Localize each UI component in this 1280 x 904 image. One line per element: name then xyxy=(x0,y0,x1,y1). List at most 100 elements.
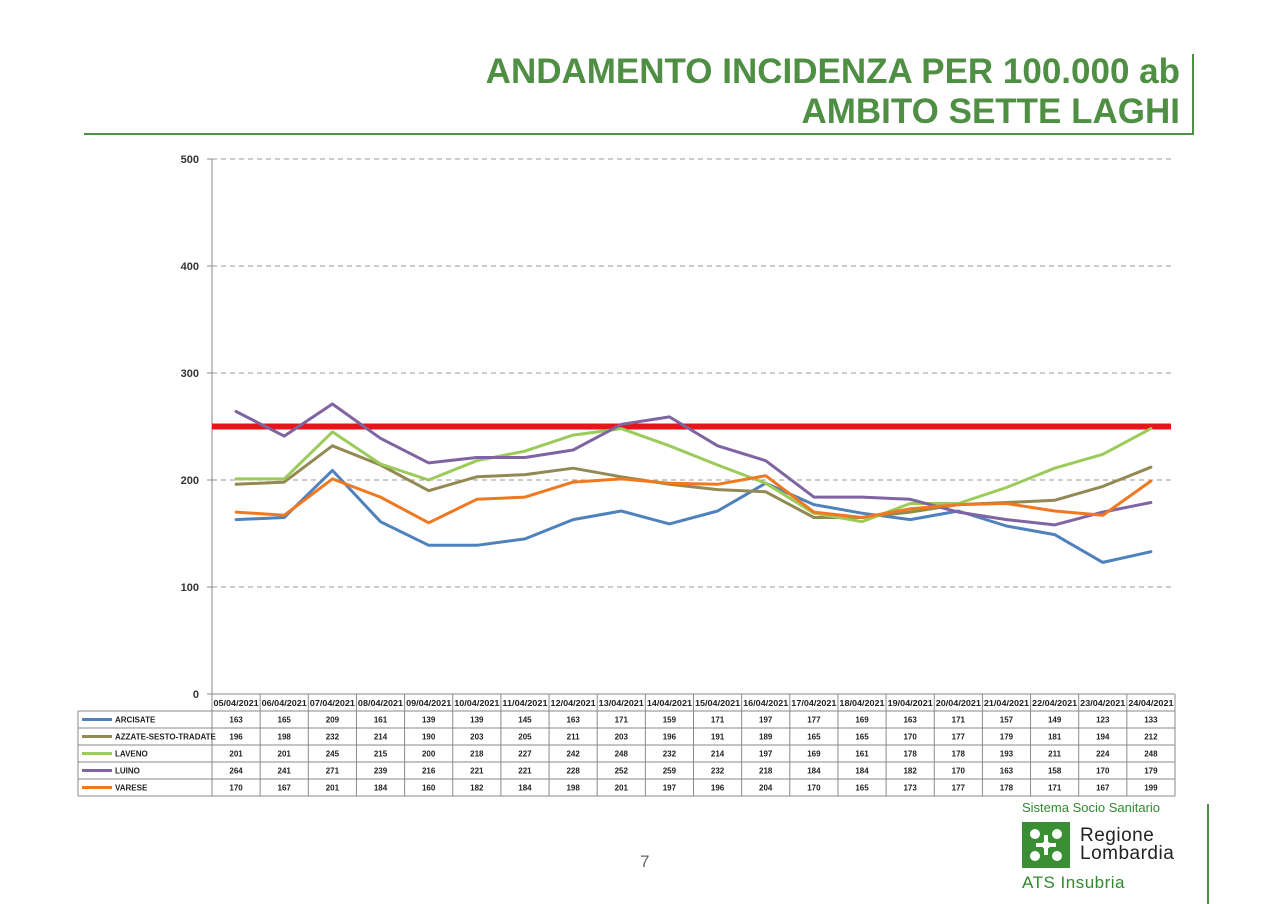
data-value-label: 198 xyxy=(566,784,580,793)
data-value-label: 196 xyxy=(711,784,725,793)
y-tick-label: 0 xyxy=(193,689,199,701)
x-category-label: 12/04/2021 xyxy=(551,699,597,708)
title-line-1: ANDAMENTO INCIDENZA PER 100.000 ab xyxy=(485,52,1180,91)
data-value-label: 165 xyxy=(855,784,869,793)
data-value-label: 171 xyxy=(1048,784,1062,793)
data-value-label: 218 xyxy=(759,767,773,776)
data-value-label: 214 xyxy=(374,733,388,742)
data-value-label: 232 xyxy=(711,767,725,776)
data-value-label: 161 xyxy=(374,716,388,725)
data-value-label: 171 xyxy=(615,716,629,725)
data-value-label: 149 xyxy=(1048,716,1062,725)
x-category-label: 10/04/2021 xyxy=(454,699,500,708)
data-value-label: 167 xyxy=(278,784,292,793)
legend-label: LUINO xyxy=(115,767,140,776)
data-value-label: 248 xyxy=(615,750,629,759)
x-category-label: 09/04/2021 xyxy=(406,699,452,708)
data-value-label: 205 xyxy=(518,733,532,742)
data-value-label: 173 xyxy=(903,784,917,793)
y-tick-label: 500 xyxy=(181,154,199,166)
data-value-label: 159 xyxy=(663,716,677,725)
data-value-label: 196 xyxy=(663,733,677,742)
x-category-label: 05/04/2021 xyxy=(214,699,260,708)
data-value-label: 201 xyxy=(326,784,340,793)
data-value-label: 212 xyxy=(1144,733,1158,742)
data-value-label: 190 xyxy=(422,733,436,742)
data-value-label: 245 xyxy=(326,750,340,759)
data-value-label: 198 xyxy=(278,733,292,742)
data-value-label: 182 xyxy=(470,784,484,793)
data-value-label: 178 xyxy=(952,750,966,759)
data-value-label: 201 xyxy=(229,750,243,759)
data-value-label: 197 xyxy=(759,716,773,725)
data-value-label: 259 xyxy=(663,767,677,776)
series-line-luino xyxy=(234,402,1153,527)
data-value-label: 169 xyxy=(807,750,821,759)
data-value-label: 184 xyxy=(518,784,532,793)
data-value-label: 214 xyxy=(711,750,725,759)
data-value-label: 211 xyxy=(567,733,580,742)
data-value-label: 139 xyxy=(422,716,436,725)
logo-accent-bar xyxy=(1207,804,1209,904)
data-value-label: 242 xyxy=(566,750,580,759)
x-category-label: 17/04/2021 xyxy=(791,699,837,708)
x-category-label: 19/04/2021 xyxy=(888,699,934,708)
data-value-label: 191 xyxy=(711,733,725,742)
data-value-label: 194 xyxy=(1096,733,1110,742)
data-value-label: 178 xyxy=(1000,784,1014,793)
x-category-label: 06/04/2021 xyxy=(262,699,308,708)
data-value-label: 169 xyxy=(855,716,869,725)
series-line-varese xyxy=(234,474,1153,525)
data-value-label: 163 xyxy=(1000,767,1014,776)
x-category-label: 14/04/2021 xyxy=(647,699,693,708)
data-value-label: 177 xyxy=(952,784,966,793)
data-value-label: 158 xyxy=(1048,767,1062,776)
data-value-label: 179 xyxy=(1000,733,1014,742)
data-value-label: 239 xyxy=(374,767,388,776)
data-value-label: 161 xyxy=(855,750,869,759)
series-line-arcisate xyxy=(234,468,1153,564)
regione-lombardia-logo: Sistema Socio Sanitario Regione Lombardi… xyxy=(1012,800,1202,900)
data-value-label: 181 xyxy=(1048,733,1062,742)
data-value-label: 189 xyxy=(759,733,773,742)
data-value-label: 264 xyxy=(229,767,243,776)
logo-name-line-1: Regione xyxy=(1080,825,1155,846)
data-value-label: 196 xyxy=(229,733,243,742)
data-value-label: 184 xyxy=(855,767,869,776)
x-category-label: 13/04/2021 xyxy=(599,699,645,708)
title-accent-bar xyxy=(1192,54,1194,134)
data-value-label: 170 xyxy=(807,784,821,793)
data-value-label: 163 xyxy=(229,716,243,725)
legend-label: ARCISATE xyxy=(115,716,156,725)
x-category-label: 16/04/2021 xyxy=(743,699,789,708)
data-value-label: 216 xyxy=(422,767,436,776)
legend-label: LAVENO xyxy=(115,750,148,759)
data-value-label: 165 xyxy=(807,733,821,742)
x-category-label: 23/04/2021 xyxy=(1080,699,1126,708)
data-value-label: 232 xyxy=(326,733,340,742)
data-value-label: 184 xyxy=(374,784,388,793)
x-category-label: 20/04/2021 xyxy=(936,699,982,708)
lombardia-rose-icon xyxy=(1022,822,1070,868)
data-value-label: 197 xyxy=(663,784,677,793)
data-value-label: 165 xyxy=(855,733,869,742)
page-number: 7 xyxy=(640,852,650,871)
data-value-label: 271 xyxy=(326,767,340,776)
data-value-label: 170 xyxy=(952,767,966,776)
data-value-label: 201 xyxy=(278,750,292,759)
data-value-label: 163 xyxy=(566,716,580,725)
x-category-label: 15/04/2021 xyxy=(695,699,741,708)
data-value-label: 170 xyxy=(229,784,243,793)
data-value-label: 177 xyxy=(952,733,966,742)
y-tick-label: 200 xyxy=(181,475,199,487)
data-value-label: 160 xyxy=(422,784,436,793)
data-value-label: 133 xyxy=(1144,716,1158,725)
data-value-label: 203 xyxy=(470,733,484,742)
logo-bottom-text: ATS Insubria xyxy=(1022,873,1126,892)
data-value-label: 227 xyxy=(518,750,532,759)
data-value-label: 203 xyxy=(615,733,629,742)
x-category-label: 11/04/2021 xyxy=(502,699,548,708)
data-value-label: 178 xyxy=(903,750,917,759)
data-value-label: 179 xyxy=(1144,767,1158,776)
data-value-label: 228 xyxy=(566,767,580,776)
